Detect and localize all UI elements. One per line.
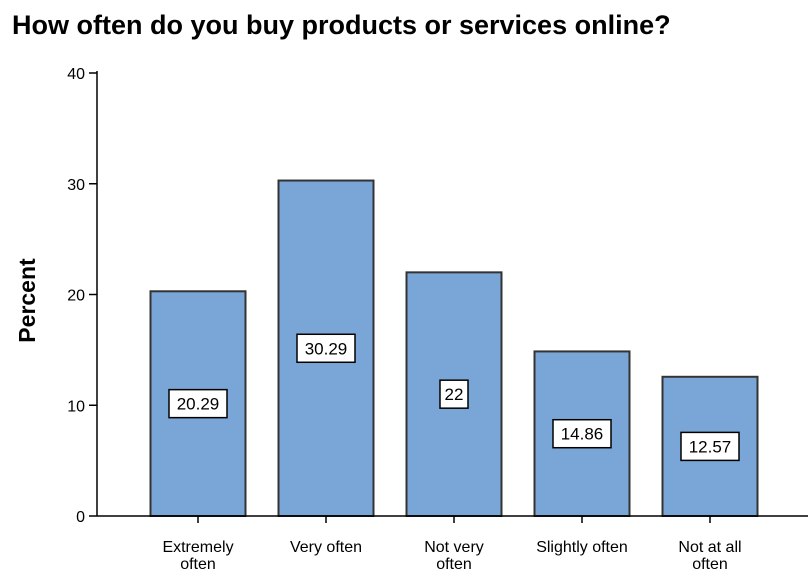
y-tick-label: 40 bbox=[67, 66, 85, 83]
y-tick-label: 10 bbox=[67, 398, 85, 415]
chart-title: How often do you buy products or service… bbox=[12, 10, 671, 40]
y-tick-label: 0 bbox=[76, 509, 85, 526]
data-label-box bbox=[439, 379, 469, 409]
data-label-box bbox=[296, 333, 356, 364]
x-tick-label: Not at all often bbox=[678, 539, 741, 573]
x-tick-label: Not very often bbox=[424, 539, 484, 573]
x-tick-label: Slightly often bbox=[536, 539, 628, 556]
data-label-box bbox=[680, 431, 740, 462]
data-label: 12.57 bbox=[689, 437, 732, 456]
data-label: 30.29 bbox=[305, 339, 348, 358]
data-label-box bbox=[168, 388, 228, 419]
y-axis-title: Percent bbox=[14, 258, 40, 343]
data-label-box bbox=[552, 418, 612, 449]
data-label: 22 bbox=[445, 385, 464, 404]
x-tick-label: Very often bbox=[290, 539, 362, 556]
data-label: 20.29 bbox=[177, 395, 220, 414]
y-tick-label: 30 bbox=[67, 177, 85, 194]
data-label: 14.86 bbox=[561, 425, 604, 444]
x-tick-label: Extremely often bbox=[162, 539, 233, 573]
y-tick-label: 20 bbox=[67, 288, 85, 305]
